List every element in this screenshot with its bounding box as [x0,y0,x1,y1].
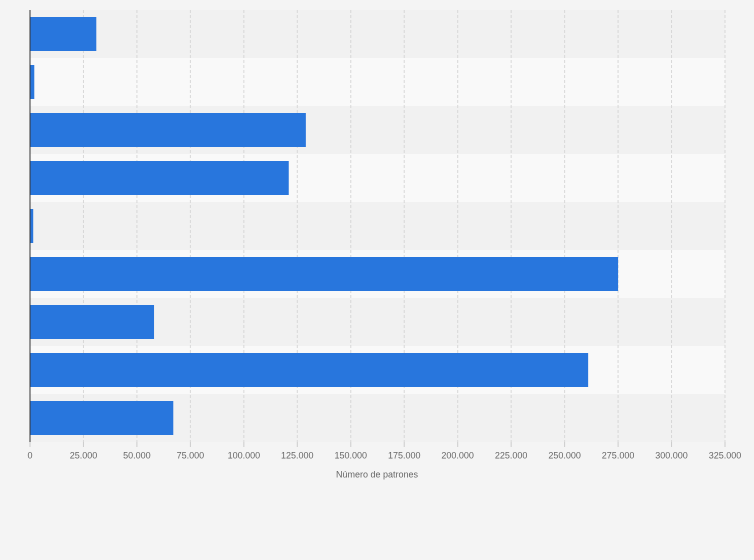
x-tick-label: 175.000 [388,450,421,460]
x-tick-label: 0 [27,450,32,460]
x-axis-title: Número de patrones [336,469,419,479]
row-band [30,10,725,58]
x-tick-label: 125.000 [281,450,314,460]
bar [30,113,306,147]
bar [30,65,35,99]
bar [30,17,97,51]
bar [30,305,155,339]
x-tick-label: 325.000 [709,450,742,460]
bar [30,257,619,291]
row-band [30,58,725,106]
x-tick-label: 300.000 [655,450,688,460]
x-tick-label: 275.000 [602,450,635,460]
x-tick-label: 50.000 [123,450,151,460]
x-tick-label: 250.000 [548,450,581,460]
x-tick-label: 150.000 [334,450,367,460]
bar [30,209,34,243]
bar [30,353,589,387]
x-tick-label: 225.000 [495,450,528,460]
x-tick-label: 100.000 [228,450,261,460]
x-tick-label: 200.000 [441,450,474,460]
bar [30,161,289,195]
x-tick-label: 75.000 [177,450,205,460]
row-band [30,202,725,250]
x-tick-label: 25.000 [70,450,98,460]
bar [30,401,174,435]
